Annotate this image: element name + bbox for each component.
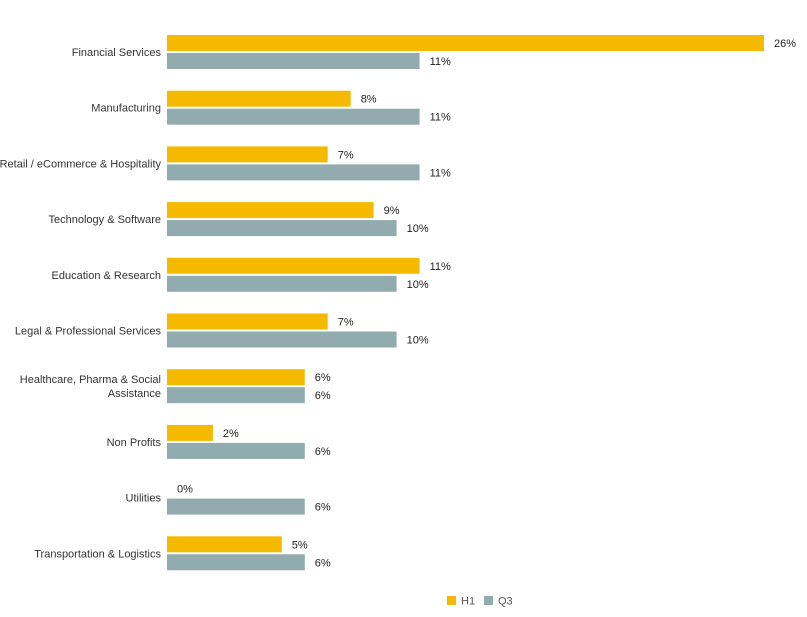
category-label-healthcare-pharma-social-assistance: Healthcare, Pharma & Social Assistance <box>20 374 161 400</box>
category-label-education-research: Education & Research <box>52 270 161 282</box>
value-label-h1-legal-professional-services: 7% <box>338 317 354 329</box>
value-label-h1-retail-ecommerce-hospitality: 7% <box>338 149 354 161</box>
bar-q3-education-research <box>167 275 397 292</box>
category-label-utilities: Utilities <box>126 493 162 505</box>
value-label-h1-manufacturing: 8% <box>361 94 377 106</box>
bar-q3-legal-professional-services <box>167 331 397 348</box>
value-label-h1-transportation-logistics: 5% <box>292 539 308 551</box>
bar-q3-technology-software <box>167 220 397 237</box>
value-label-h1-healthcare-pharma-social-assistance: 6% <box>315 372 331 384</box>
bar-q3-healthcare-pharma-social-assistance <box>167 387 305 404</box>
bar-q3-transportation-logistics <box>167 554 305 571</box>
value-label-h1-non-profits: 2% <box>223 428 239 440</box>
value-label-h1-financial-services: 26% <box>774 38 796 50</box>
category-label-non-profits: Non Profits <box>107 437 162 449</box>
value-label-h1-utilities: 0% <box>177 484 193 496</box>
value-label-q3-manufacturing: 11% <box>430 112 451 124</box>
value-label-h1-education-research: 11% <box>430 261 451 273</box>
value-label-h1-technology-software: 9% <box>384 205 400 217</box>
bar-h1-non-profits <box>167 424 213 441</box>
bar-h1-transportation-logistics <box>167 536 282 553</box>
category-label-transportation-logistics: Transportation & Logistics <box>34 548 161 560</box>
value-label-q3-healthcare-pharma-social-assistance: 6% <box>315 390 331 402</box>
value-label-q3-education-research: 10% <box>407 279 429 291</box>
legend: H1 Q3 <box>447 596 513 608</box>
bar-h1-financial-services <box>167 35 764 51</box>
bar-h1-manufacturing <box>167 90 351 107</box>
value-label-q3-transportation-logistics: 6% <box>315 557 331 569</box>
value-labels: 26%11%8%11%7%11%9%10%11%10%7%10%6%6%2%6%… <box>177 38 796 569</box>
bar-q3-non-profits <box>167 442 305 459</box>
legend-label-h1: H1 <box>461 596 475 608</box>
value-label-q3-technology-software: 10% <box>407 223 429 235</box>
legend-swatch-q3 <box>484 596 493 605</box>
bar-h1-healthcare-pharma-social-assistance <box>167 369 305 386</box>
legend-label-q3: Q3 <box>498 596 513 608</box>
value-label-q3-utilities: 6% <box>315 502 331 514</box>
category-labels: Financial Services Manufacturing Retail / … <box>0 47 161 560</box>
bar-h1-legal-professional-services <box>167 313 328 330</box>
category-label-retail-ecommerce-hospitality: Retail / eCommerce & Hospitality <box>0 158 161 170</box>
bar-h1-education-research <box>167 257 420 274</box>
bar-q3-manufacturing <box>167 108 420 125</box>
category-label-manufacturing: Manufacturing <box>91 103 161 115</box>
legend-swatch-h1 <box>447 596 456 605</box>
bar-q3-utilities <box>167 498 305 515</box>
value-label-q3-financial-services: 11% <box>430 56 451 68</box>
value-label-q3-retail-ecommerce-hospitality: 11% <box>430 167 451 179</box>
value-label-q3-legal-professional-services: 10% <box>407 335 429 347</box>
category-label-technology-software: Technology & Software <box>48 214 161 226</box>
bars <box>167 35 764 571</box>
bar-h1-retail-ecommerce-hospitality <box>167 146 328 163</box>
category-label-legal-professional-services: Legal & Professional Services <box>15 326 162 338</box>
value-label-q3-non-profits: 6% <box>315 446 331 458</box>
bar-q3-financial-services <box>167 53 420 69</box>
category-label-financial-services: Financial Services <box>72 47 162 59</box>
bar-q3-retail-ecommerce-hospitality <box>167 164 420 181</box>
bar-h1-technology-software <box>167 202 374 219</box>
